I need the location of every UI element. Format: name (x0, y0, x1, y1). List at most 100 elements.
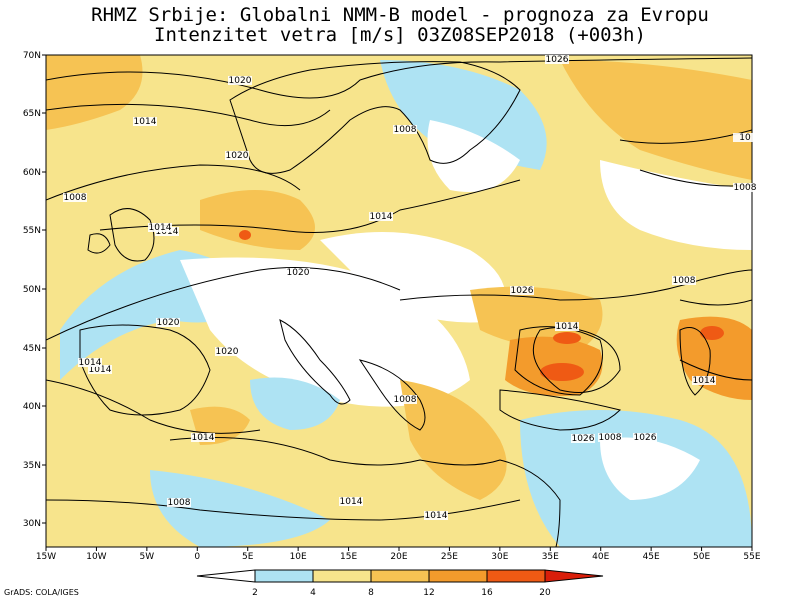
iberia-coast (79, 324, 211, 416)
wind-zone-north-sea (200, 190, 315, 250)
wind-zone-russia-calm (600, 160, 752, 250)
isobar-label-bg (598, 433, 622, 442)
isobar-label: 1014 (556, 322, 579, 332)
isobar-label: 1008 (64, 193, 87, 203)
isobar-label: 1020 (216, 347, 239, 357)
balkan-coast (358, 359, 426, 431)
colorbar-arrow-left (196, 569, 256, 583)
lat-label: 60N (23, 168, 41, 178)
isobar-label: 1026 (634, 433, 657, 443)
wind-zone-northeast (560, 60, 752, 180)
isobar (46, 379, 261, 434)
isobar-label-bg (63, 193, 87, 202)
wind-zone-sahara-light (150, 470, 330, 547)
colorbar-label: 4 (310, 588, 316, 598)
north-africa-coast (169, 437, 561, 547)
isobar-label: 1008 (394, 125, 417, 135)
colorbar-swatch (486, 569, 546, 583)
lat-label: 65N (23, 109, 41, 119)
isobar-label-bg (545, 55, 569, 64)
isobar (679, 359, 752, 381)
colorbar-swatch (370, 569, 430, 583)
wind-core-north-sea (239, 230, 251, 240)
lon-label: 30E (491, 552, 508, 562)
lat-label: 45N (23, 344, 41, 354)
turkey-coast (499, 389, 621, 431)
wind-zone-scandinavia (380, 60, 547, 170)
isobar-label: 1020 (157, 318, 180, 328)
colorbar: 2 4 8 12 16 20 (196, 569, 604, 598)
isobar-label: 10 (739, 133, 751, 143)
isobar (46, 267, 401, 341)
lon-label: 10E (290, 552, 307, 562)
isobar (679, 299, 752, 306)
wind-zone-mideast-calm (600, 437, 700, 500)
isobar-label: 1014 (89, 365, 112, 375)
colorbar-swatch (428, 569, 488, 583)
isobar (99, 179, 521, 233)
wind-core-black-sea (540, 363, 584, 381)
isobar-label: 1014 (192, 433, 215, 443)
lon-label: 40E (592, 552, 609, 562)
isobar-label-bg (510, 286, 534, 295)
map-title-line1: RHMZ Srbije: Globalni NMM-B model - prog… (91, 4, 709, 26)
isobar-label: 1020 (226, 151, 249, 161)
isobar-label: 1008 (673, 276, 696, 286)
lat-label: 55N (23, 226, 41, 236)
scandinavia-coast (229, 61, 521, 174)
isobar-label-bg (339, 497, 363, 506)
isobar-label-bg (228, 76, 252, 85)
lon-label: 5W (140, 552, 155, 562)
isobar-label-bg (672, 276, 696, 285)
lon-label: 10W (86, 552, 106, 562)
isobar-label: 1014 (79, 358, 102, 368)
lon-label: 15W (36, 552, 56, 562)
isobar (399, 269, 752, 301)
isobar-label-bg (633, 433, 657, 442)
wind-zone-baltic-calm (427, 120, 520, 192)
isobar-label: 1008 (394, 395, 417, 405)
wind-core-crimea (553, 332, 581, 344)
lon-label: 45E (643, 552, 660, 562)
lon-label: 25E (441, 552, 458, 562)
isobar-label: 1020 (229, 76, 252, 86)
isobar-label: 1014 (149, 223, 172, 233)
lon-label: 5E (242, 552, 254, 562)
isobar-label-bg (369, 212, 393, 221)
isobar-label: 1020 (287, 268, 310, 278)
lon-label: 50E (693, 552, 710, 562)
isobar-label-bg (88, 365, 112, 374)
wind-zone-tyrrhenian (250, 377, 340, 430)
isobar-label-bg (424, 511, 448, 520)
isobar-label-bg (733, 133, 757, 142)
colorbar-swatch (312, 569, 372, 583)
isobar-label-bg (571, 434, 595, 443)
lon-label: 15E (340, 552, 357, 562)
coastlines (79, 61, 711, 547)
isobar-label-bg (133, 117, 157, 126)
isobar-label-bg (148, 223, 172, 232)
wind-core-caspian (700, 326, 724, 340)
lon-label: 55E (743, 552, 760, 562)
isobar-label-bg (78, 358, 102, 367)
isobar-label: 1026 (511, 286, 534, 296)
isobars (46, 57, 752, 521)
isobar-label-bg (692, 376, 716, 385)
wind-zone-aegean (400, 380, 507, 500)
isobar-label: 1026 (572, 434, 595, 444)
isobar-labels: 1026 1020 1014 1008 1020 1008 1014 1020 1014 1020… (63, 55, 757, 521)
colorbar-label: 12 (423, 588, 434, 598)
isobar-label-bg (393, 125, 417, 134)
map-title-line2: Intenzitet vetra [m/s] 03Z08SEP2018 (+00… (154, 24, 646, 46)
isobar-label: 1008 (599, 433, 622, 443)
isobar-label-bg (156, 318, 180, 327)
isobar-label: 1008 (168, 498, 191, 508)
colorbar-label: 16 (481, 588, 493, 598)
isobar-label-bg (225, 151, 249, 160)
italy-coast (279, 319, 351, 405)
colorbar-label: 20 (539, 588, 551, 598)
lat-label: 50N (23, 285, 41, 295)
isobar-label: 1014 (425, 511, 448, 521)
isobar (46, 103, 331, 127)
